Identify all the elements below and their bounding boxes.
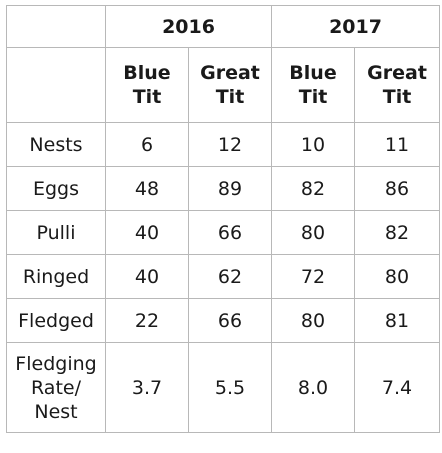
year-header-2017: 2017: [271, 5, 441, 48]
row-label: Nests: [6, 122, 106, 167]
table-cell: 89: [187, 166, 273, 211]
table-cell: 10: [271, 122, 356, 167]
table-cell: 86: [354, 166, 441, 211]
table-cell: 80: [271, 210, 356, 255]
species-header-blue-tit-2016: Blue Tit: [105, 47, 189, 123]
table-row-eggs: Eggs 48 89 82 86: [6, 166, 441, 211]
table-cell: 40: [105, 254, 189, 299]
table-cell: 3.7: [105, 342, 189, 433]
table-cell: 7.4: [354, 342, 441, 433]
table-cell: 80: [271, 298, 356, 343]
table-cell: 81: [354, 298, 441, 343]
row-label: Ringed: [6, 254, 106, 299]
table-cell: 6: [105, 122, 189, 167]
table-cell: 22: [105, 298, 189, 343]
species-header-row: Blue Tit Great Tit Blue Tit Great Tit: [6, 47, 441, 123]
table-row-fledged: Fledged 22 66 80 81: [6, 298, 441, 343]
table-cell: 12: [187, 122, 273, 167]
table-cell: 72: [271, 254, 356, 299]
species-header-great-tit-2017: Great Tit: [354, 47, 441, 123]
species-header-great-tit-2016: Great Tit: [187, 47, 273, 123]
table-cell: 66: [187, 298, 273, 343]
table-row-ringed: Ringed 40 62 72 80: [6, 254, 441, 299]
table-cell: 62: [187, 254, 273, 299]
table-cell: 82: [354, 210, 441, 255]
row-label: Fledged: [6, 298, 106, 343]
table-row-pulli: Pulli 40 66 80 82: [6, 210, 441, 255]
year-header-2016: 2016: [104, 5, 273, 48]
year-header-row: 2016 2017: [6, 5, 441, 48]
table-cell: 48: [105, 166, 189, 211]
table-cell: 8.0: [271, 342, 356, 433]
table-cell: 66: [187, 210, 273, 255]
empty-corner-cell: [6, 5, 106, 48]
table-row-nests: Nests 6 12 10 11: [6, 122, 441, 167]
table-cell: 5.5: [187, 342, 273, 433]
table-cell: 11: [354, 122, 441, 167]
table-cell: 82: [271, 166, 356, 211]
nest-data-table: 2016 2017 Blue Tit Great Tit Blue Tit Gr…: [6, 5, 441, 433]
species-header-blue-tit-2017: Blue Tit: [271, 47, 356, 123]
table-row-fledging-rate: Fledging Rate/ Nest 3.7 5.5 8.0 7.4: [6, 342, 441, 433]
table-cell: 80: [354, 254, 441, 299]
row-label: Eggs: [6, 166, 106, 211]
table-cell: 40: [105, 210, 189, 255]
row-label: Fledging Rate/ Nest: [6, 342, 106, 433]
row-label: Pulli: [6, 210, 106, 255]
empty-label-cell: [6, 47, 106, 123]
